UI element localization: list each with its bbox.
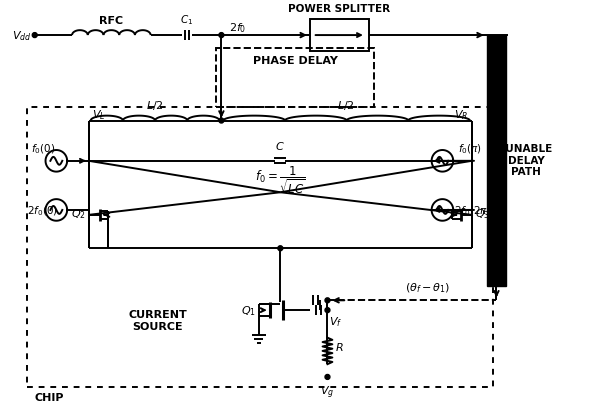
Text: $V_L$: $V_L$ <box>92 108 105 122</box>
Text: $2f_0(0)$: $2f_0(0)$ <box>27 204 58 217</box>
Text: $V_f$: $V_f$ <box>330 314 343 328</box>
Text: $f_0(0)$: $f_0(0)$ <box>32 142 56 156</box>
Text: $V_R$: $V_R$ <box>454 108 468 122</box>
Text: $C_1$: $C_1$ <box>181 13 194 27</box>
Circle shape <box>219 34 224 38</box>
Text: PHASE DELAY: PHASE DELAY <box>253 55 337 66</box>
Circle shape <box>325 298 330 303</box>
Text: $f_0=\dfrac{1}{\sqrt{LC}}$: $f_0=\dfrac{1}{\sqrt{LC}}$ <box>255 164 306 196</box>
Text: $f_0(\pi)$: $f_0(\pi)$ <box>458 142 482 156</box>
Circle shape <box>219 119 224 124</box>
Bar <box>486 36 506 286</box>
Text: TUNABLE
DELAY
PATH: TUNABLE DELAY PATH <box>499 144 553 177</box>
Text: $R$: $R$ <box>336 341 344 352</box>
Text: $Q_3$: $Q_3$ <box>475 206 490 220</box>
Text: $2f_0$: $2f_0$ <box>229 21 247 35</box>
Text: $L/2$: $L/2$ <box>146 98 163 111</box>
Text: $(\theta_f-\theta_1)$: $(\theta_f-\theta_1)$ <box>405 281 451 294</box>
Text: RFC: RFC <box>100 16 123 26</box>
Bar <box>216 49 374 107</box>
Text: $C$: $C$ <box>275 140 285 151</box>
Text: $V_g$: $V_g$ <box>321 384 334 400</box>
Text: $Q_1$: $Q_1$ <box>241 303 256 317</box>
Text: $L/2$: $L/2$ <box>337 98 355 111</box>
Circle shape <box>325 375 330 379</box>
Text: $V_{dd}$: $V_{dd}$ <box>13 29 32 43</box>
Text: CHIP: CHIP <box>35 392 64 402</box>
Text: $Q_2$: $Q_2$ <box>71 206 86 220</box>
Circle shape <box>278 246 283 251</box>
Bar <box>27 107 493 387</box>
Circle shape <box>325 308 330 313</box>
Text: CURRENT
SOURCE: CURRENT SOURCE <box>128 309 187 331</box>
Bar <box>310 20 369 52</box>
Text: $2f_0(2\pi)$: $2f_0(2\pi)$ <box>454 204 491 217</box>
Text: POWER SPLITTER: POWER SPLITTER <box>288 4 390 13</box>
Circle shape <box>32 34 37 38</box>
